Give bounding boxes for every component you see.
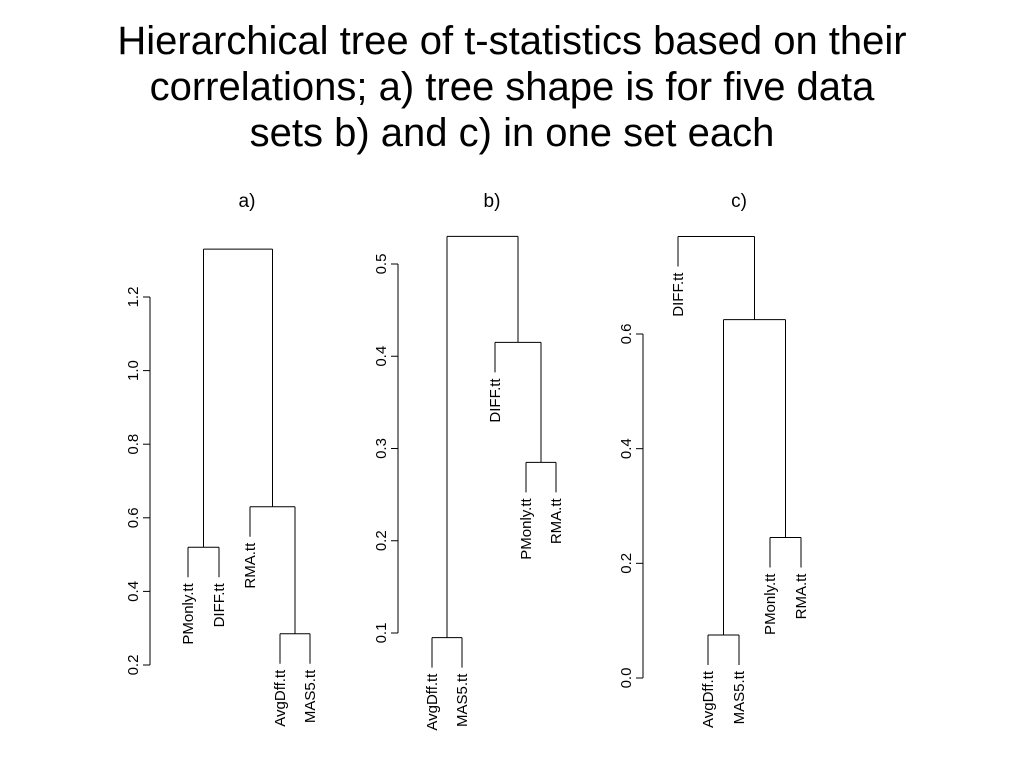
leaf-label: RMA.tt bbox=[793, 573, 810, 620]
leaf-label: PMonly.tt bbox=[180, 582, 197, 644]
leaf-label: PMonly.tt bbox=[518, 498, 535, 560]
y-tick-label: 0.4 bbox=[618, 438, 635, 459]
y-tick-label: 0.3 bbox=[373, 438, 390, 459]
slide-title-line-3: sets b) and c) in one set each bbox=[249, 111, 775, 155]
y-tick-label: 0.0 bbox=[618, 668, 635, 689]
y-tick-label: 1.2 bbox=[125, 287, 142, 308]
leaf-label: MAS5.tt bbox=[302, 669, 319, 723]
panel-title: b) bbox=[484, 191, 501, 212]
slide-title: Hierarchical tree of t-statistics based … bbox=[0, 18, 1024, 156]
leaf-label: AvgDff.tt bbox=[700, 670, 717, 728]
y-tick-label: 0.6 bbox=[618, 324, 635, 345]
y-tick-label: 0.5 bbox=[373, 254, 390, 275]
leaf-label: RMA.tt bbox=[548, 498, 565, 545]
slide-title-line-1: Hierarchical tree of t-statistics based … bbox=[117, 19, 907, 63]
panel-title: a) bbox=[239, 191, 256, 212]
leaf-label: AvgDff.tt bbox=[272, 669, 289, 727]
y-tick-label: 0.6 bbox=[125, 507, 142, 528]
leaf-label: DIFF.tt bbox=[211, 582, 228, 627]
y-tick-label: 0.8 bbox=[125, 434, 142, 455]
leaf-label: MAS5.tt bbox=[731, 670, 748, 724]
leaf-label: AvgDff.tt bbox=[424, 673, 441, 731]
leaf-label: PMonly.tt bbox=[762, 573, 779, 635]
y-tick-label: 0.2 bbox=[125, 655, 142, 676]
leaf-label: MAS5.tt bbox=[454, 673, 471, 727]
leaf-label: RMA.tt bbox=[242, 542, 259, 589]
y-tick-label: 0.4 bbox=[373, 346, 390, 367]
leaf-label: DIFF.tt bbox=[487, 378, 504, 423]
y-tick-label: 1.0 bbox=[125, 360, 142, 381]
y-tick-label: 0.1 bbox=[373, 623, 390, 644]
y-tick-label: 0.4 bbox=[125, 581, 142, 602]
y-tick-label: 0.2 bbox=[618, 553, 635, 574]
y-tick-label: 0.2 bbox=[373, 530, 390, 551]
slide-title-line-2: correlations; a) tree shape is for five … bbox=[149, 65, 875, 109]
leaf-label: DIFF.tt bbox=[670, 272, 687, 317]
panel-title: c) bbox=[731, 191, 747, 212]
